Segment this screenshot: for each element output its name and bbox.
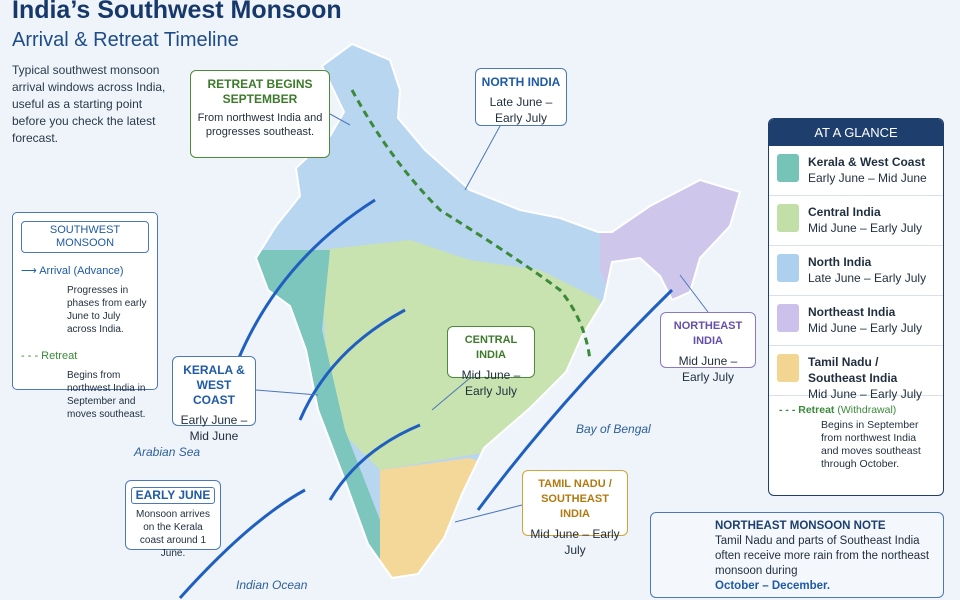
glance-row: Tamil Nadu / Southeast India Mid June – E… <box>769 346 943 401</box>
note: NORTHEAST MONSOON NOTE Tamil Nadu and pa… <box>650 512 944 598</box>
window: Early June – Mid June <box>808 171 927 185</box>
swatch <box>777 304 799 332</box>
row-text: North India Late June – Early July <box>808 254 926 287</box>
legend-retreat: - - - Retreat <box>21 350 78 362</box>
retreat-arrow <box>350 89 592 361</box>
retreat-head: - - - Retreat (Withdrawal) <box>779 404 897 416</box>
legend: SOUTHWEST MONSOON ⟶ Arrival (Advance) Pr… <box>12 212 158 420</box>
callout-title: RETREAT BEGINS SEPTEMBER <box>207 77 313 106</box>
callout-title: NORTHEAST INDIA <box>673 320 743 347</box>
legend-title: SOUTHWEST MONSOON <box>21 221 149 253</box>
callout: NORTH INDIA Late June – Early July <box>475 68 567 126</box>
row-text: Northeast India Mid June – Early July <box>808 304 922 337</box>
glance-row: Northeast India Mid June – Early July <box>769 296 943 346</box>
glance-row: Kerala & West Coast Early June – Mid June <box>769 146 943 196</box>
callout: CENTRAL INDIA Mid June – Early July <box>447 326 535 398</box>
callout-text: Monsoon arrives on the Kerala coast arou… <box>136 509 210 559</box>
callout-text: Mid June – Early July <box>461 368 521 398</box>
swatch <box>777 254 799 282</box>
label: Arrival <box>39 265 71 277</box>
panel-title: AT A GLANCE <box>769 119 943 146</box>
callout: NORTHEAST INDIA Mid June – Early July <box>660 312 756 384</box>
callout: KERALA & WEST COAST Early June – Mid June <box>172 356 256 443</box>
note-text: Tamil Nadu and parts of Southeast India … <box>715 535 930 577</box>
callout-title: KERALA & WEST COAST <box>183 363 245 407</box>
label: Retreat <box>41 350 78 362</box>
intro: Typical southwest monsoon arrival window… <box>12 63 166 145</box>
panel-retreat: - - - Retreat (Withdrawal) Begins in Sep… <box>769 396 943 479</box>
callout: EARLY JUNE Monsoon arrives on the Kerala … <box>125 480 221 559</box>
callout-title: NORTH INDIA <box>481 75 561 89</box>
retreat-text: Begins in September from northwest India… <box>821 419 921 470</box>
glance-row: Central India Mid June – Early July <box>769 196 943 246</box>
arrival-arrows <box>178 198 674 600</box>
swatch <box>777 154 799 182</box>
window: Mid June – Early July <box>808 221 923 235</box>
region: Kerala & West Coast <box>808 155 926 169</box>
callout-title: CENTRAL INDIA <box>464 334 518 361</box>
note-title: NORTHEAST MONSOON NOTE <box>715 520 886 532</box>
window: Mid June – Early July <box>808 321 923 335</box>
sea-label: Arabian Sea <box>134 445 201 459</box>
tag: (Withdrawal) <box>837 404 897 416</box>
legend-text: Progresses in phases from early June to … <box>67 285 147 335</box>
callout-text: Mid June – Early July <box>530 527 620 557</box>
region: Northeast India <box>808 305 896 319</box>
sea-label: Indian Ocean <box>236 578 308 592</box>
row-text: Kerala & West Coast Early June – Mid June <box>808 154 927 187</box>
callout: RETREAT BEGINS SEPTEMBER From northwest I… <box>190 70 330 158</box>
region: North India <box>808 255 872 269</box>
callout: TAMIL NADU / SOUTHEAST INDIA Mid June – E… <box>522 470 628 557</box>
tamil-region <box>380 458 500 578</box>
row-text: Tamil Nadu / Southeast India Mid June – E… <box>808 354 935 401</box>
sea-label: Bay of Bengal <box>576 422 651 436</box>
legend-text: Begins from northwest India in September… <box>67 370 146 420</box>
row-text: Central India Mid June – Early July <box>808 204 922 237</box>
region: Central India <box>808 205 881 219</box>
swatch <box>777 354 799 382</box>
tag: (Advance) <box>73 265 124 277</box>
glance-row: North India Late June – Early July <box>769 246 943 296</box>
callout-title: TAMIL NADU / SOUTHEAST INDIA <box>538 478 612 520</box>
title: India’s Southwest Monsoon <box>12 0 342 24</box>
arrow <box>328 423 421 501</box>
swatch <box>777 204 799 232</box>
region: Tamil Nadu / Southeast India <box>808 355 898 385</box>
rows: Kerala & West Coast Early June – Mid June… <box>769 146 943 401</box>
label: Retreat <box>798 404 835 416</box>
legend-arrival: ⟶ Arrival (Advance) <box>21 265 124 277</box>
arrow <box>236 198 376 361</box>
window: Late June – Early July <box>808 271 927 285</box>
at-a-glance: AT A GLANCE Kerala & West Coast Early Jun… <box>768 118 944 496</box>
india-outline <box>254 42 742 580</box>
callout-title: EARLY JUNE <box>131 487 215 504</box>
arrow <box>476 288 674 511</box>
callout-text: Early June – Mid June <box>180 413 248 443</box>
callout-text: Late June – Early July <box>489 95 553 125</box>
callout-text: From northwest India and progresses sout… <box>197 112 323 138</box>
subtitle: Arrival & Retreat Timeline <box>12 29 239 51</box>
arrow <box>298 308 406 421</box>
arrow <box>178 488 306 600</box>
callout-text: Mid June – Early July <box>678 354 738 384</box>
note-emphasis: October – December. <box>715 580 831 592</box>
leader-lines <box>255 113 709 523</box>
window: Mid June – Early July <box>808 387 923 401</box>
